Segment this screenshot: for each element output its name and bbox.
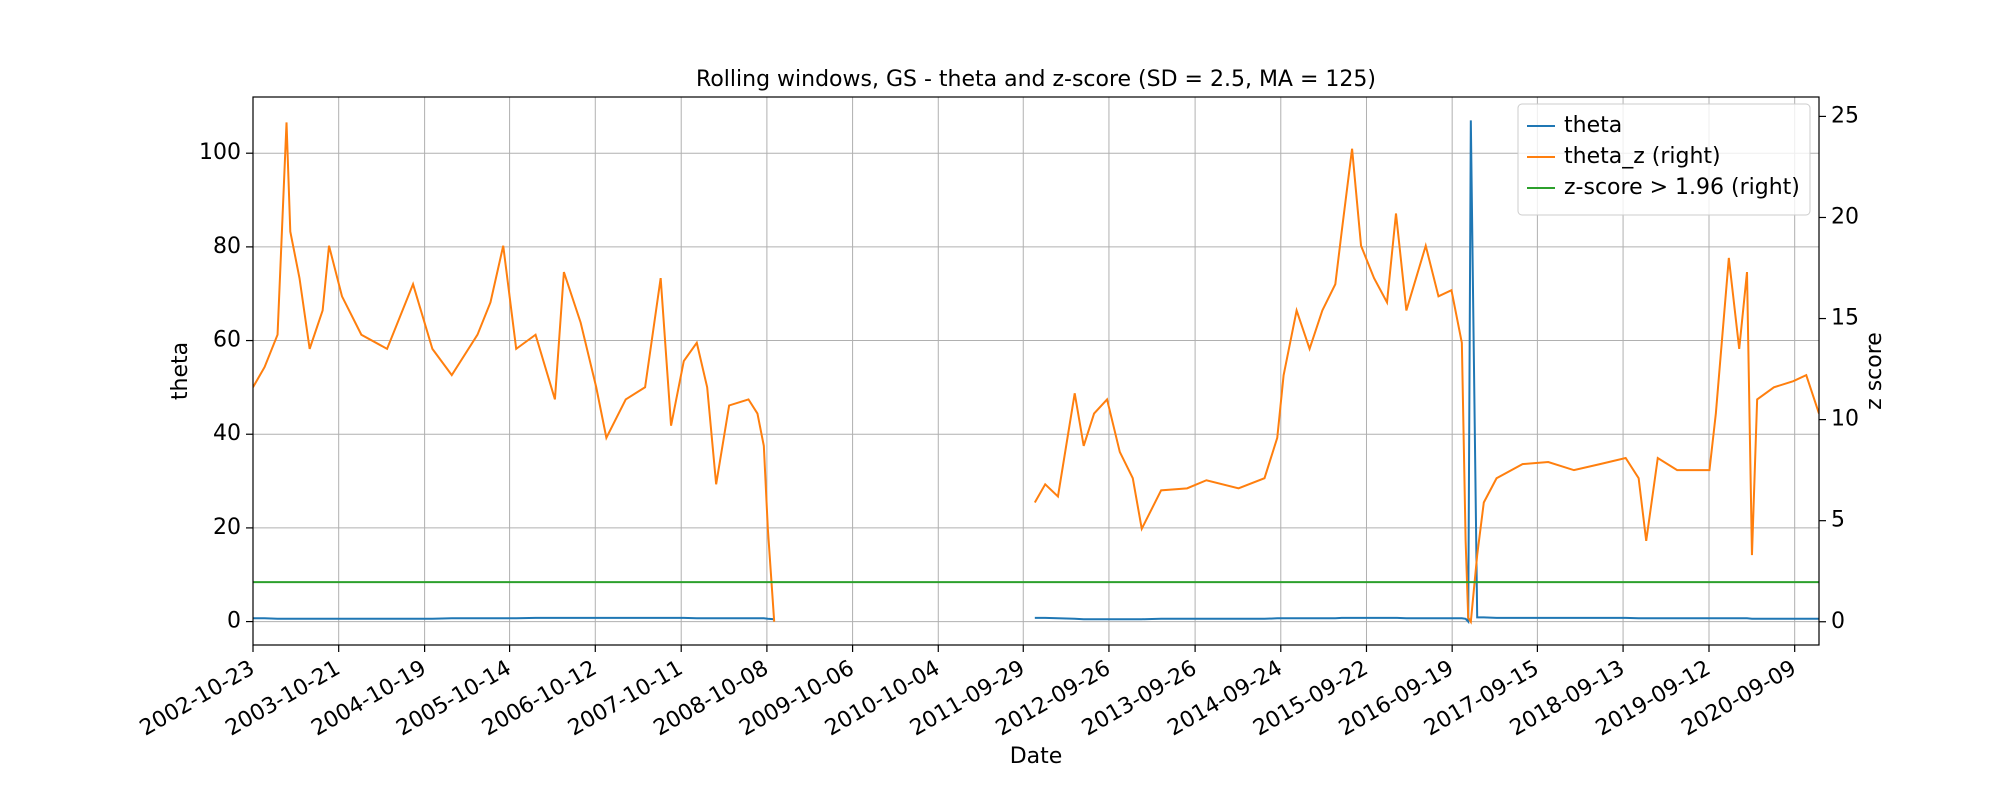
y-tick-label: 80: [213, 234, 241, 259]
y-tick-label: 100: [199, 140, 241, 165]
y2-tick-label: 25: [1831, 103, 1859, 128]
y2-tick-label: 20: [1831, 204, 1859, 229]
y-tick-label: 20: [213, 515, 241, 540]
legend-label: theta: [1564, 113, 1622, 138]
plot-frame: [252, 96, 1820, 646]
y2-tick-label: 15: [1831, 306, 1859, 331]
y2-tick-label: 10: [1831, 407, 1859, 432]
legend-label: z-score > 1.96 (right): [1564, 175, 1800, 200]
chart-title: Rolling windows, GS - theta and z-score …: [696, 67, 1376, 92]
legend-label: theta_z (right): [1564, 144, 1721, 169]
legend-box: [1517, 103, 1811, 216]
series-line: [1034, 120, 1819, 625]
series-line: [253, 616, 775, 621]
y2-tick-label: 5: [1831, 508, 1845, 533]
y-tick-label: 60: [213, 328, 241, 353]
x-axis-label: Date: [1010, 744, 1063, 769]
series-line: [253, 122, 776, 622]
y2-tick-label: 0: [1831, 609, 1845, 634]
y2-axis-label: z score: [1862, 332, 1887, 410]
y-tick-label: 40: [213, 421, 241, 446]
y-tick-label: 0: [227, 609, 241, 634]
y-axis-label: theta: [168, 342, 193, 400]
series-line: [1033, 148, 1819, 625]
